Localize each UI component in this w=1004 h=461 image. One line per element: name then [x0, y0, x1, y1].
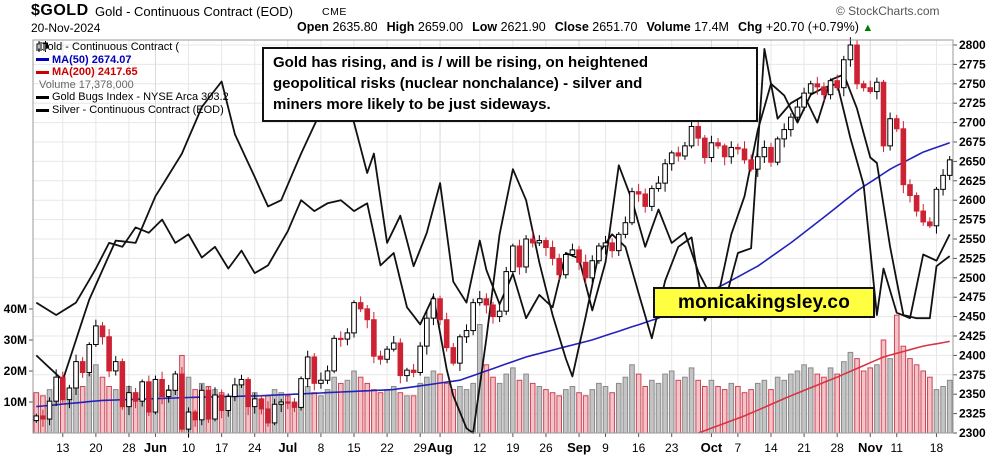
high-label: High	[386, 20, 415, 34]
svg-text:23: 23	[665, 441, 679, 455]
ticker-symbol: $GOLD	[31, 2, 89, 19]
svg-text:2450: 2450	[959, 310, 986, 324]
svg-text:2650: 2650	[959, 154, 986, 168]
monicakingsley-watermark: monicakingsley.co	[653, 287, 875, 318]
svg-text:21: 21	[797, 441, 811, 455]
svg-text:29: 29	[414, 441, 428, 455]
svg-text:2425: 2425	[959, 329, 986, 343]
volume-value: 17.4M	[694, 20, 729, 34]
legend-row-gold: Gold - Continuous Contract (	[36, 41, 229, 54]
svg-text:15: 15	[347, 441, 361, 455]
legend-row-volume: Volume 17,378,000	[36, 42, 229, 92]
svg-text:2475: 2475	[959, 290, 986, 304]
svg-text:Jul: Jul	[278, 440, 297, 455]
annotation-line-1: Gold has rising, and is / will be rising…	[273, 54, 649, 71]
annotation-line-3: miners more likely to be just sideways.	[273, 96, 551, 113]
goldbugs-line-swatch-icon	[36, 96, 49, 100]
svg-text:30M: 30M	[4, 333, 27, 347]
silver-line-swatch-icon	[36, 108, 49, 112]
svg-text:Oct: Oct	[701, 440, 723, 455]
svg-text:18: 18	[930, 441, 944, 455]
legend-row-silver: Silver - Continuous Contract (EOD)	[36, 104, 229, 117]
svg-text:9: 9	[602, 441, 609, 455]
svg-text:16: 16	[632, 441, 646, 455]
svg-text:7: 7	[735, 441, 742, 455]
up-triangle-icon: ▲	[862, 22, 874, 34]
svg-text:40M: 40M	[4, 302, 27, 316]
close-value: 2651.70	[592, 20, 638, 34]
svg-text:2325: 2325	[959, 407, 986, 421]
svg-text:2400: 2400	[959, 348, 986, 362]
svg-text:2700: 2700	[959, 116, 986, 130]
svg-text:2625: 2625	[959, 174, 986, 188]
open-label: Open	[297, 20, 329, 34]
open-value: 2635.80	[332, 20, 378, 34]
svg-text:12: 12	[473, 441, 487, 455]
svg-text:2775: 2775	[959, 57, 986, 71]
svg-text:22: 22	[380, 441, 394, 455]
legend-ma50-label: MA(50) 2674.07	[52, 53, 132, 66]
svg-text:13: 13	[56, 441, 70, 455]
svg-text:10M: 10M	[4, 395, 27, 409]
chart-legend: Gold - Continuous Contract ( MA(50) 2674…	[36, 41, 229, 117]
svg-text:2600: 2600	[959, 193, 986, 207]
svg-text:Nov: Nov	[858, 440, 883, 455]
svg-text:2350: 2350	[959, 387, 986, 401]
svg-text:2575: 2575	[959, 213, 986, 227]
svg-text:10: 10	[182, 441, 196, 455]
svg-text:14: 14	[764, 441, 778, 455]
legend-silver-label: Silver - Continuous Contract (EOD)	[52, 103, 224, 116]
svg-text:2725: 2725	[959, 96, 986, 110]
svg-text:24: 24	[248, 441, 262, 455]
legend-ma200-label: MA(200) 2417.65	[52, 66, 138, 79]
svg-text:28: 28	[122, 441, 136, 455]
svg-text:2375: 2375	[959, 368, 986, 382]
svg-text:2550: 2550	[959, 232, 986, 246]
high-value: 2659.00	[417, 20, 464, 34]
ma200-line-swatch-icon	[36, 70, 49, 74]
svg-text:8: 8	[318, 441, 325, 455]
chart-date: 20-Nov-2024	[31, 21, 101, 35]
legend-row-ma200: MA(200) 2417.65	[36, 66, 229, 79]
legend-gold-label: Gold - Continuous Contract (	[39, 41, 180, 53]
low-value: 2621.90	[500, 20, 546, 34]
ma50-line-swatch-icon	[36, 58, 49, 62]
ohlc-quote-row: Open 2635.80 High 2659.00 Low 2621.90 Close…	[297, 20, 873, 34]
legend-row-goldbugs: Gold Bugs Index - NYSE Arca 303.2	[36, 91, 229, 104]
legend-goldbugs-label: Gold Bugs Index - NYSE Arca 303.2	[52, 91, 229, 104]
analyst-annotation-box: Gold has rising, and is / will be rising…	[262, 47, 758, 122]
security-name: Gold - Continuous Contract (EOD)	[95, 4, 293, 19]
svg-text:2750: 2750	[959, 77, 986, 91]
svg-text:26: 26	[539, 441, 553, 455]
exchange-label: CME	[322, 6, 347, 18]
annotation-line-2: geopolitical risks (nuclear nonchalance)…	[273, 75, 643, 92]
svg-text:2800: 2800	[959, 38, 986, 52]
svg-text:2675: 2675	[959, 135, 986, 149]
svg-text:17: 17	[215, 441, 229, 455]
svg-text:28: 28	[830, 441, 844, 455]
svg-text:Aug: Aug	[427, 440, 452, 455]
chg-label: Chg	[737, 20, 763, 34]
copyright-stockcharts: © StockCharts.com	[836, 4, 940, 18]
close-label: Close	[554, 20, 589, 34]
svg-text:2500: 2500	[959, 271, 986, 285]
svg-text:11: 11	[891, 441, 904, 455]
svg-text:Sep: Sep	[567, 440, 591, 455]
low-label: Low	[472, 20, 498, 34]
svg-text:2525: 2525	[959, 251, 986, 265]
chg-value: +20.70 (+0.79%)	[765, 20, 859, 34]
volume-label: Volume	[646, 20, 691, 34]
legend-row-ma50: MA(50) 2674.07	[36, 54, 229, 67]
legend-volume-label: Volume 17,378,000	[39, 78, 134, 91]
svg-text:20: 20	[89, 441, 103, 455]
svg-text:2300: 2300	[959, 426, 986, 440]
svg-text:Jun: Jun	[144, 440, 167, 455]
svg-text:20M: 20M	[4, 364, 27, 378]
svg-text:19: 19	[506, 441, 520, 455]
